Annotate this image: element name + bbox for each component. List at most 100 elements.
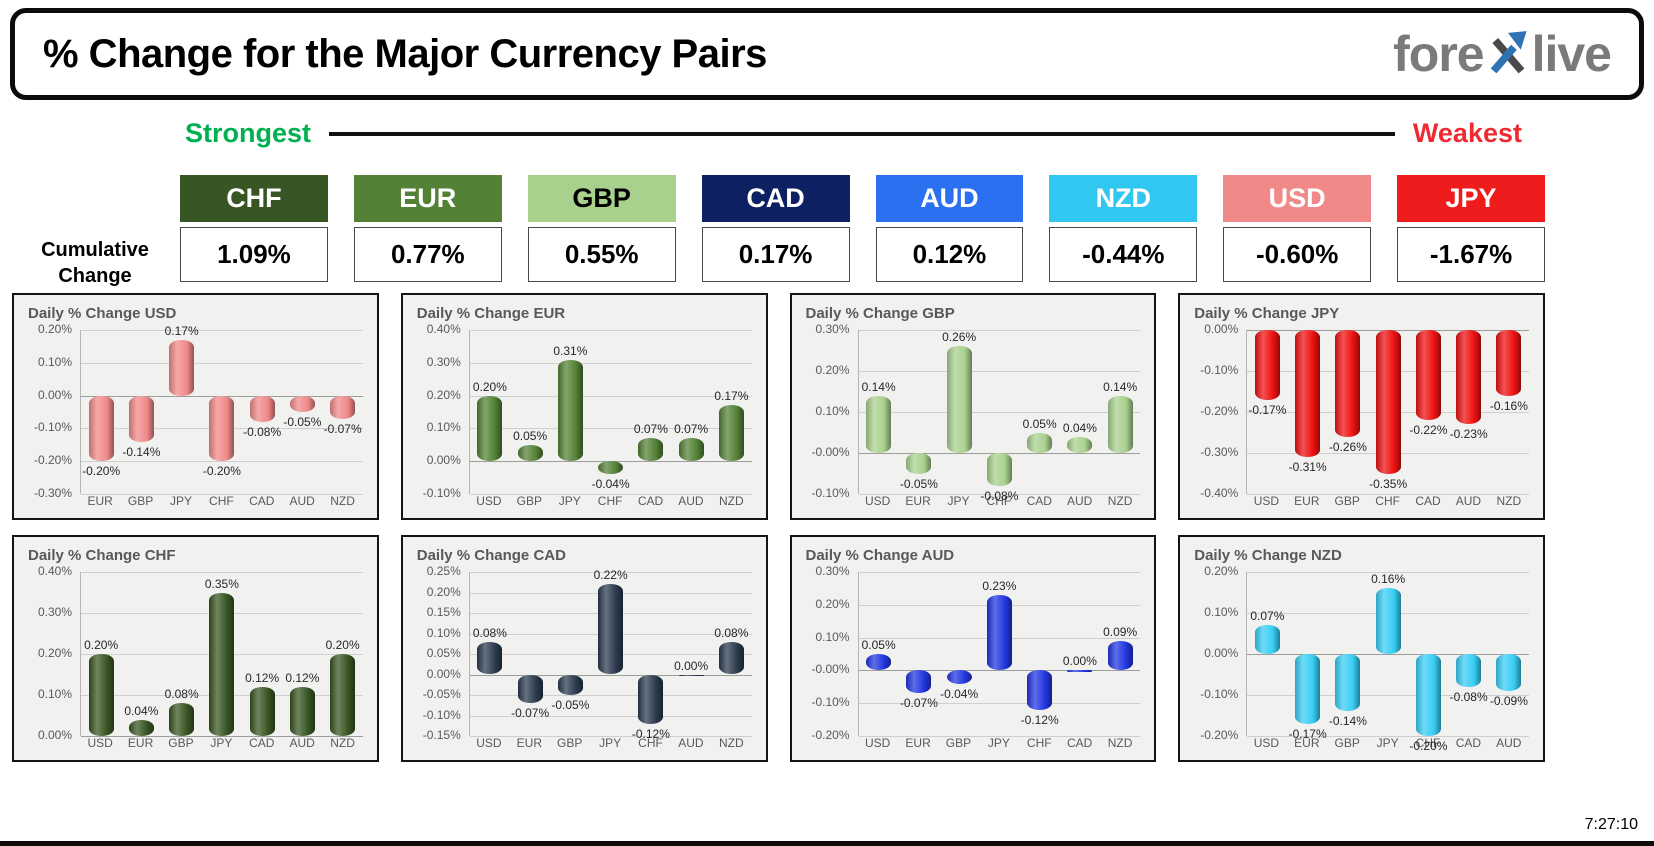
y-tick-label: 0.20% [37, 646, 72, 660]
cumulative-change-label: Cumulative Change [10, 175, 180, 289]
x-category-label: JPY [210, 736, 233, 750]
x-category-label: EUR [1294, 494, 1320, 508]
bar-cad [638, 438, 664, 462]
y-tick-label: 0.10% [815, 629, 850, 644]
cumulative-row: Cumulative Change CHF 1.09% EUR 0.77% GBP 0.5… [10, 175, 1545, 289]
bar-value-label: 0.16% [1371, 572, 1406, 587]
bar-gbp [1335, 654, 1361, 712]
y-tick-label: 0.10% [37, 687, 72, 701]
logo-text-live: live [1531, 26, 1612, 82]
bar-gbp [557, 674, 583, 695]
chart-usd: Daily % Change USD 0.20% 0.10% 0.00% -0.10% -… [12, 293, 379, 520]
cumulative-value: 0.12% [875, 227, 1024, 282]
x-category-label: EUR [1294, 736, 1320, 750]
x-category-label: USD [1253, 494, 1280, 508]
gridline [858, 371, 1141, 372]
bar-chf [598, 461, 624, 475]
plot-area: -0.20% -0.14% 0.17% -0.20% -0.08% -0.05% -0.07… [80, 324, 363, 495]
bar-value-label: -0.05% [551, 698, 590, 712]
y-tick-label: -0.05% [422, 687, 461, 701]
bar-usd [866, 654, 892, 671]
x-category-label: CHF [1375, 494, 1400, 508]
bar-value-label: 0.14% [1103, 379, 1138, 394]
bar-value-label: -0.22% [1409, 423, 1448, 438]
bar-value-label: -0.31% [1288, 460, 1327, 475]
y-tick-label: 0.10% [426, 625, 461, 640]
bottom-divider [0, 841, 1654, 846]
cumulative-value: 0.77% [353, 227, 502, 282]
header: % Change for the Major Currency Pairs fo… [10, 8, 1644, 100]
bar-value-label: 0.23% [982, 578, 1017, 593]
bar-value-label: 0.07% [633, 422, 668, 437]
x-category-label: AUD [289, 736, 315, 750]
x-category-label: GBP [1334, 736, 1360, 750]
x-category-label: CAD [1455, 736, 1482, 750]
y-tick-label: 0.15% [426, 605, 461, 619]
x-category-label: JPY [947, 494, 970, 508]
x-axis: USD EUR GBP JPY CHF CAD NZD [858, 736, 1141, 754]
bar-value-label: -0.35% [1369, 476, 1408, 491]
x-category-label: GBP [557, 736, 583, 750]
y-tick-label: 0.10% [1204, 605, 1239, 619]
bar-value-label: 0.20% [325, 638, 360, 652]
bar-nzd [718, 405, 744, 462]
y-tick-label: 0.20% [426, 584, 461, 599]
gridline [858, 572, 1141, 573]
charts-grid: Daily % Change USD 0.20% 0.10% 0.00% -0.10% -… [12, 293, 1545, 762]
bar-aud [678, 438, 704, 462]
gridline [469, 494, 752, 495]
x-category-label: NZD [1107, 494, 1133, 508]
bar-value-label: -0.12% [631, 726, 670, 741]
bar-jpy [557, 359, 583, 462]
y-axis: 0.30% 0.20% 0.10% -0.00% -0.10% -0.20% [806, 564, 858, 742]
y-tick-label: -0.20% [1200, 728, 1239, 742]
bar-jpy [169, 339, 195, 396]
chart-title: Daily % Change AUD [805, 547, 955, 564]
y-tick-label: 0.10% [37, 354, 72, 369]
x-category-label: CHF [209, 494, 234, 508]
bar-value-label: -0.20% [1409, 739, 1448, 753]
x-category-label: CAD [1026, 494, 1052, 508]
gridline [81, 362, 363, 364]
bar-nzd [1496, 330, 1522, 396]
currency-code-header: USD [1223, 175, 1372, 222]
chart-eur: Daily % Change EUR 0.40% 0.30% 0.20% 0.10% 0.… [400, 293, 768, 520]
bar-usd [477, 395, 503, 462]
bar-value-label: -0.16% [1489, 398, 1528, 413]
y-tick-label: 0.30% [37, 605, 72, 619]
bar-eur [906, 453, 932, 474]
y-tick-label: 0.05% [426, 646, 461, 660]
bar-value-label: -0.08% [1449, 689, 1488, 704]
x-category-label: NZD [718, 494, 744, 508]
gridline [469, 715, 752, 717]
cumulative-cad: CAD 0.17% [701, 175, 850, 289]
bar-value-label: -0.08% [980, 488, 1019, 503]
bar-value-label: 0.07% [674, 422, 709, 437]
gridline [469, 736, 752, 737]
cumulative-value: -0.44% [1049, 227, 1198, 282]
y-tick-label: 0.20% [37, 322, 72, 336]
x-category-label: NZD [718, 736, 744, 750]
bar-gbp [1335, 330, 1361, 437]
y-tick-label: 0.40% [426, 322, 461, 336]
strongest-label: Strongest [185, 118, 312, 148]
bar-aud [678, 674, 704, 677]
bar-usd [477, 641, 503, 675]
bar-usd [866, 395, 892, 453]
chart-gbp: Daily % Change GBP 0.30% 0.20% 0.10% -0.00% -… [789, 293, 1157, 520]
y-tick-label: -0.40% [1200, 486, 1239, 500]
x-category-label: EUR [905, 736, 931, 750]
bar-value-label: 0.12% [285, 670, 320, 685]
x-category-label: GBP [516, 494, 542, 508]
y-tick-label: 0.30% [426, 354, 461, 369]
bar-usd [88, 654, 114, 736]
logo-x-arrow-icon [1490, 31, 1527, 74]
strength-scale: Strongest Weakest [185, 118, 1522, 149]
cumulative-value: 0.55% [527, 227, 676, 282]
chart-cad: Daily % Change CAD 0.25% 0.20% 0.15% 0.10% 0.… [400, 535, 768, 762]
cumulative-eur: EUR 0.77% [353, 175, 502, 289]
x-category-label: CHF [1415, 736, 1441, 750]
y-tick-label: 0.00% [426, 666, 461, 681]
cumulative-aud: AUD 0.12% [875, 175, 1024, 289]
bar-eur [128, 719, 154, 736]
